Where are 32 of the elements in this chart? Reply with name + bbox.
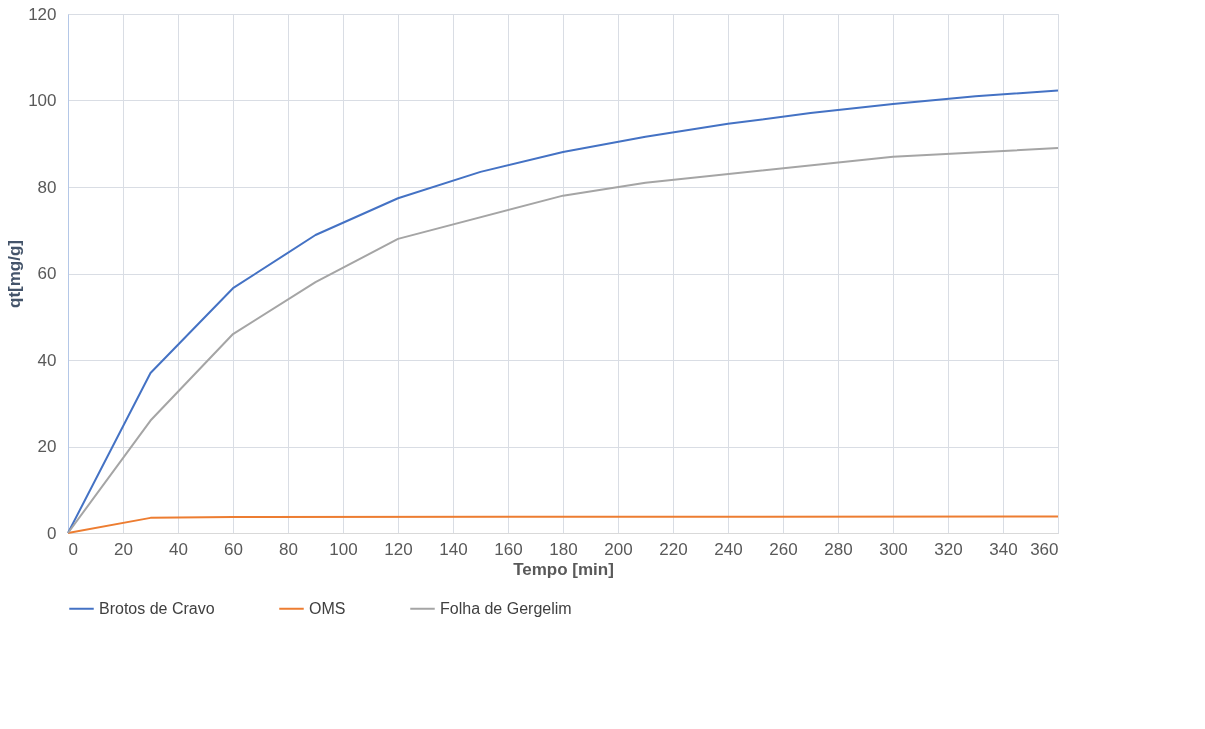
x-tick-label: 280 (824, 539, 853, 559)
x-tick-label: 120 (384, 539, 413, 559)
x-tick-label: 20 (114, 539, 133, 559)
x-tick-label: 60 (224, 539, 243, 559)
x-tick-label: 100 (329, 539, 358, 559)
y-tick-label: 100 (28, 91, 57, 110)
x-tick-label: 340 (989, 539, 1018, 559)
x-tick-label: 260 (769, 539, 798, 559)
y-tick-label: 80 (37, 177, 57, 197)
x-tick-label: 160 (494, 539, 523, 559)
legend-label: Brotos de Cravo (99, 599, 215, 617)
x-axis-title: Tempo [min] (513, 559, 614, 579)
x-tick-label: 140 (439, 539, 468, 559)
x-tick-label: 240 (714, 539, 743, 559)
x-tick-label: 0 (68, 539, 78, 559)
legend-label: Folha de Gergelim (440, 599, 572, 617)
x-tick-label: 180 (549, 539, 578, 559)
y-tick-label: 120 (28, 4, 57, 24)
x-tick-label: 220 (659, 539, 688, 559)
line-series (67, 515, 1059, 534)
x-tick-label: 80 (279, 539, 298, 559)
y-axis-title: qt[mg/g] (5, 240, 25, 308)
y-tick-label: 60 (37, 264, 57, 283)
y-tick-label: 0 (47, 523, 57, 543)
x-tick-label: 200 (604, 539, 633, 559)
x-tick-label: 360 (1030, 539, 1059, 559)
x-tick-label: 40 (169, 539, 188, 559)
x-tick-label: 300 (879, 539, 908, 559)
y-tick-label: 20 (37, 437, 57, 456)
x-tick-label: 320 (934, 539, 963, 559)
legend-label: OMS (309, 599, 346, 617)
y-tick-label: 40 (37, 350, 57, 370)
